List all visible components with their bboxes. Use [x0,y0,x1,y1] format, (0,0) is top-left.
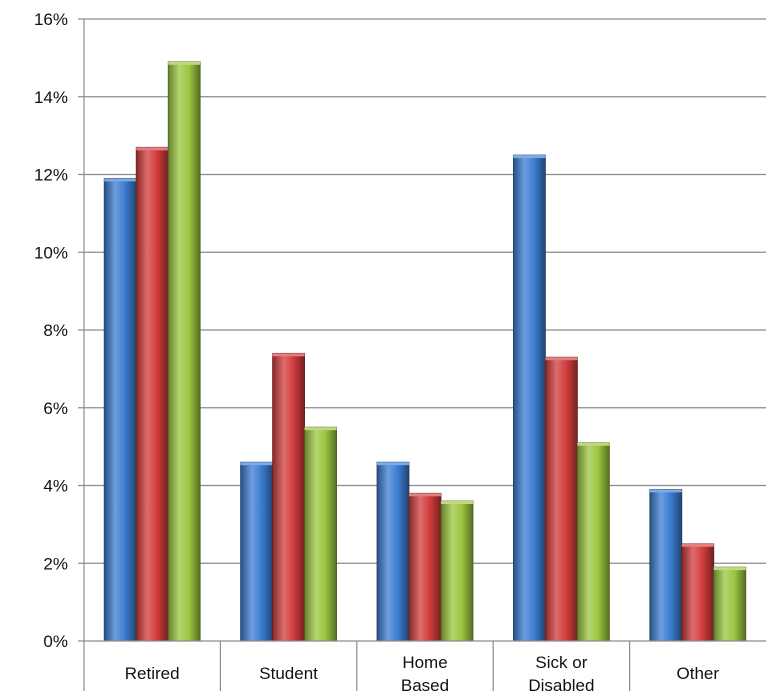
bar [649,488,683,642]
bars [103,61,747,642]
x-category-label: Other [677,664,720,683]
y-tick-label: 8% [43,321,68,340]
bar [167,61,201,642]
y-tick-label: 14% [34,88,68,107]
bar-cap [104,178,137,182]
y-tick-label: 2% [43,554,68,573]
x-category-label: Home Based [401,653,449,691]
bar-cap [513,155,546,159]
y-tick-label: 16% [34,10,68,29]
y-tick-label: 10% [34,243,68,262]
bar [713,566,747,642]
y-tick-label: 4% [43,477,68,496]
y-tick-label: 6% [43,399,68,418]
bar [513,154,546,642]
bar-cap [577,442,610,446]
bar-cap [136,147,169,151]
bar [545,356,578,642]
bar [376,461,410,642]
bar [681,543,715,642]
bar-cap [409,493,441,497]
bar [103,177,137,642]
bar [135,146,169,642]
bar-cap [272,353,305,357]
bar [408,492,442,642]
y-tick-label: 12% [34,166,68,185]
bar [577,442,610,642]
x-category-label: Student [259,664,318,683]
x-category-label: Retired [125,664,180,683]
bar-cap [681,543,714,547]
bar [240,461,274,642]
bar [272,352,306,642]
bar-cap [545,357,578,361]
bar-cap [377,462,409,466]
x-category-label: Sick or Disabled [528,653,594,691]
y-tick-label: 0% [43,632,68,651]
bar-cap [304,427,337,431]
x-category-labels: Retired Student Home Based Sick or Disabled Ot… [125,653,720,695]
bar-cap [240,462,273,466]
bar-cap [649,489,682,493]
y-tick-labels: 0% 2% 4% 6% 8% 10% 12% 14% 16% [34,10,68,651]
bar [440,500,474,642]
axes [78,18,766,691]
bar-cap [713,567,746,571]
bar-cap [168,61,201,65]
bar [304,426,338,642]
bar-cap [441,501,473,505]
